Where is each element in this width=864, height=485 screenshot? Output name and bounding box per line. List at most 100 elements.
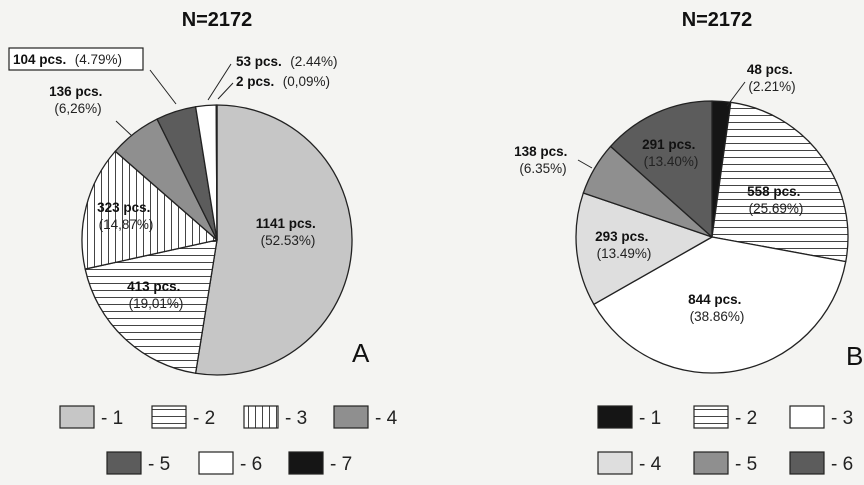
chart-b-legend-swatch-1 xyxy=(597,405,633,429)
chart-b-legend-swatch-4 xyxy=(597,451,633,475)
chart-a-slice-3 xyxy=(81,150,218,270)
chart-a-leader-5 xyxy=(149,69,177,105)
chart-b-label-5-percent: (6.35%) xyxy=(519,161,566,176)
chart-a-label-1: 1141 pcs. (52.53%) xyxy=(256,215,321,248)
chart-b-legend-label-6: - 6 xyxy=(831,454,853,475)
chart-b-legend-swatch-2 xyxy=(693,405,729,429)
chart-a-label-4-count: 136 pcs. xyxy=(49,84,102,99)
chart-a-legend-item-6: - 6 xyxy=(198,451,262,475)
chart-b-label-1-percent: (2.21%) xyxy=(748,79,795,94)
chart-b-label-6-percent: (13.40%) xyxy=(644,154,699,169)
chart-a-legend-swatch-7 xyxy=(288,451,324,475)
chart-b-label-1-count: 48 pcs. xyxy=(747,62,793,77)
chart-a-label-5-box xyxy=(8,47,144,71)
chart-a-legend-item-1: - 1 xyxy=(59,405,123,429)
chart-b-label-5: 138 pcs. (6.35%) xyxy=(514,143,572,176)
chart-b-label-3-count: 844 pcs. xyxy=(688,292,741,307)
chart-a-label-4: 136 pcs. (6,26%) xyxy=(49,83,107,116)
chart-a-slices xyxy=(81,104,353,376)
chart-a-label-4-percent: (6,26%) xyxy=(54,101,101,116)
chart-a-leader-4 xyxy=(115,120,133,137)
chart-a-label-5-count: 104 pcs. xyxy=(13,52,66,67)
chart-b-label-5-count: 138 pcs. xyxy=(514,144,567,159)
chart-b-slices xyxy=(575,100,849,374)
chart-b-label-3: 844 pcs. (38.86%) xyxy=(688,291,746,324)
chart-a-label-3: 323 pcs. (14,87%) xyxy=(97,199,155,232)
chart-b-leader-1 xyxy=(726,81,746,107)
chart-b-legend-label-5: - 5 xyxy=(735,454,757,475)
chart-a-legend-label-7: - 7 xyxy=(330,454,352,475)
chart-a-label-7-count: 2 pcs. xyxy=(236,74,274,89)
chart-a-legend-label-6: - 6 xyxy=(240,454,262,475)
chart-b-label-2-percent: (25.69%) xyxy=(749,201,804,216)
chart-b-slice-2 xyxy=(711,101,849,263)
chart-b-slice-4 xyxy=(575,192,713,305)
chart-panel-a: N=2172 A 1141 pcs. (52.53%) 413 pcs. (19… xyxy=(8,9,398,475)
chart-b-label-3-percent: (38.86%) xyxy=(690,309,745,324)
chart-a-legend-label-3: - 3 xyxy=(285,408,307,429)
chart-a-label-6-percent: (2.44%) xyxy=(290,54,337,69)
chart-b-legend-item-2: - 2 xyxy=(693,405,757,429)
chart-a-label-3-count: 323 pcs. xyxy=(97,200,150,215)
chart-b-label-6: 291 pcs. (13.40%) xyxy=(642,136,700,169)
chart-a-label-3-percent: (14,87%) xyxy=(99,217,154,232)
chart-b-label-4-count: 293 pcs. xyxy=(595,229,648,244)
chart-a-slice-labels: 1141 pcs. (52.53%) 413 pcs. (19,01%) 323… xyxy=(8,47,338,311)
chart-a-leader-7 xyxy=(217,82,234,100)
chart-b-legend-swatch-6 xyxy=(789,451,825,475)
chart-a-legend-label-5: - 5 xyxy=(148,454,170,475)
chart-b-leader-5 xyxy=(577,159,593,169)
chart-a-label-2-percent: (19,01%) xyxy=(129,296,184,311)
chart-b-legend: - 1 - 2 - 3 - 4 - 5 - 6 xyxy=(597,405,853,475)
chart-b-legend-label-3: - 3 xyxy=(831,408,853,429)
chart-b-slice-6 xyxy=(609,100,713,238)
chart-a-label-7: 2 pcs. (0,09%) xyxy=(236,73,330,90)
chart-b-legend-item-1: - 1 xyxy=(597,405,661,429)
chart-a-legend-swatch-5 xyxy=(106,451,142,475)
chart-a-legend-swatch-4 xyxy=(333,405,369,429)
chart-a-legend-item-5: - 5 xyxy=(106,451,170,475)
chart-a-label-2-count: 413 pcs. xyxy=(127,279,180,294)
chart-b-legend-item-5: - 5 xyxy=(693,451,757,475)
chart-b-label-6-count: 291 pcs. xyxy=(642,137,695,152)
chart-a-leader-6 xyxy=(207,63,232,101)
chart-b-legend-label-1: - 1 xyxy=(639,408,661,429)
chart-a-label-6: 53 pcs. (2.44%) xyxy=(236,53,338,70)
chart-b-label-1: 48 pcs. (2.21%) xyxy=(747,61,797,94)
chart-panel-b: N=2172 B 48 pcs. (2.21%) 558 pcs. (25.69… xyxy=(514,9,863,475)
chart-a-label-7-percent: (0,09%) xyxy=(283,74,330,89)
chart-a-title: N=2172 xyxy=(182,9,253,31)
chart-b-slice-labels: 48 pcs. (2.21%) 558 pcs. (25.69%) 844 pc… xyxy=(514,61,804,324)
chart-a-legend: - 1 - 2 - 3 - 4 - 5 - 6 xyxy=(59,405,398,475)
chart-b-legend-item-3: - 3 xyxy=(789,405,853,429)
chart-a-legend-item-4: - 4 xyxy=(333,405,398,429)
chart-b-title: N=2172 xyxy=(682,9,753,31)
chart-b-legend-label-4: - 4 xyxy=(639,454,662,475)
chart-b-legend-item-4: - 4 xyxy=(597,451,662,475)
chart-a-legend-label-1: - 1 xyxy=(101,408,123,429)
chart-a-label-2: 413 pcs. (19,01%) xyxy=(127,278,185,311)
chart-a-slice-1 xyxy=(194,104,353,376)
chart-a-legend-swatch-6 xyxy=(198,451,234,475)
chart-a-slice-2 xyxy=(84,239,218,374)
chart-a-legend-item-2: - 2 xyxy=(151,405,215,429)
chart-a-legend-label-2: - 2 xyxy=(193,408,215,429)
chart-a-panel-label: A xyxy=(352,338,370,368)
chart-a-legend-item-3: - 3 xyxy=(243,405,307,429)
chart-a-legend-swatch-2 xyxy=(151,405,187,429)
chart-a-legend-swatch-3 xyxy=(243,405,279,429)
chart-b-slice-3 xyxy=(593,236,847,374)
chart-a-label-5: 104 pcs. (4.79%) xyxy=(13,51,122,68)
chart-a-legend-label-4: - 4 xyxy=(375,408,398,429)
chart-b-legend-swatch-5 xyxy=(693,451,729,475)
chart-a-legend-swatch-1 xyxy=(59,405,95,429)
chart-b-legend-item-6: - 6 xyxy=(789,451,853,475)
chart-a-legend-item-7: - 7 xyxy=(288,451,352,475)
chart-b-panel-label: B xyxy=(846,341,863,371)
chart-b-legend-swatch-3 xyxy=(789,405,825,429)
chart-b-legend-label-2: - 2 xyxy=(735,408,757,429)
chart-a-label-1-count: 1141 pcs. xyxy=(256,216,316,231)
chart-b-label-2-count: 558 pcs. xyxy=(747,184,800,199)
chart-a-label-5-percent: (4.79%) xyxy=(75,52,122,67)
chart-a-slice-7 xyxy=(215,104,218,241)
